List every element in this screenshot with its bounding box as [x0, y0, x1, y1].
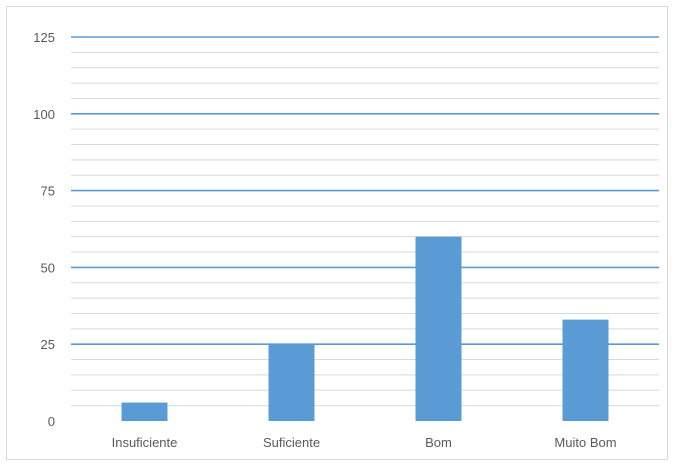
x-category-label: Suficiente	[263, 435, 320, 450]
bar-muito-bom	[562, 319, 609, 421]
x-category-label: Bom	[425, 435, 452, 450]
bar-insuficiente	[121, 402, 168, 421]
gridlines	[71, 36, 659, 407]
x-category-label: Muito Bom	[554, 435, 616, 450]
x-axis-category-labels: Insuficiente Suficiente Bom Muito Bom	[112, 435, 617, 450]
chart-frame: 0 25 50 75 100 125 Insuficiente Suficiente Bom M…	[6, 6, 668, 460]
y-tick-label: 0	[48, 414, 55, 429]
bar-chart: 0 25 50 75 100 125 Insuficiente Suficiente Bom M…	[33, 30, 659, 450]
y-axis-tick-labels: 0 25 50 75 100 125	[33, 30, 55, 429]
bar-suficiente	[268, 344, 315, 421]
y-tick-label: 25	[41, 337, 55, 352]
y-tick-label: 75	[41, 184, 55, 199]
bar-bom	[415, 236, 462, 421]
x-category-label: Insuficiente	[112, 435, 178, 450]
bars	[121, 236, 609, 421]
y-tick-label: 100	[33, 107, 55, 122]
y-tick-label: 125	[33, 30, 55, 45]
y-tick-label: 50	[41, 260, 55, 275]
